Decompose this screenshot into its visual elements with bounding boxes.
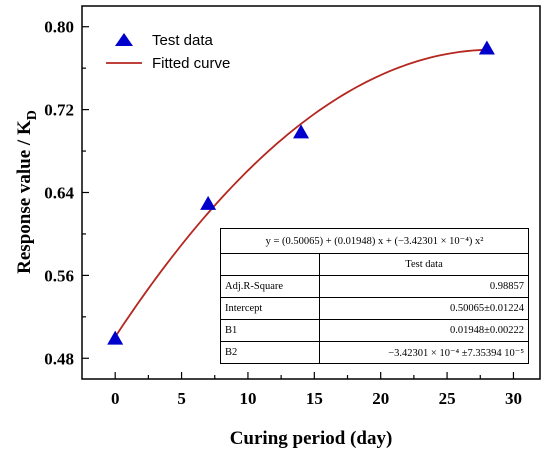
y-tick-label: 0.56 (44, 266, 74, 285)
fit-table-row: B2 −3.42301 × 10⁻⁴ ±7.35394 10⁻⁵ (220, 341, 529, 364)
fit-row-label: B1 (220, 319, 320, 342)
y-axis-title-main: Response value / K (14, 120, 35, 274)
y-axis-title-subscript: D (25, 110, 40, 120)
fitted-curve-line (114, 48, 487, 338)
fit-row-value: 0.98857 (319, 275, 529, 298)
y-tick-label: 0.80 (44, 18, 74, 37)
y-tick-label: 0.48 (44, 349, 74, 368)
fit-row-value: 0.01948±0.00222 (319, 319, 529, 342)
x-tick-label: 10 (239, 389, 256, 408)
data-point-marker (200, 195, 217, 210)
x-tick-label: 20 (372, 389, 389, 408)
data-point-marker (478, 40, 495, 55)
x-axis-title: Curing period (day) (230, 428, 393, 449)
y-tick-label: 0.64 (44, 184, 74, 203)
fit-table-row: Adj.R-Square 0.98857 (220, 275, 529, 298)
fit-table-header-row: Test data (220, 253, 529, 276)
x-tick-label: 25 (439, 389, 456, 408)
fit-table-row: B1 0.01948±0.00222 (220, 319, 529, 342)
fit-table-equation-row: y = (0.50065) + (0.01948) x + (−3.42301 … (220, 228, 529, 254)
y-tick-label: 0.72 (44, 101, 74, 120)
legend: Test data Fitted curve (106, 32, 230, 72)
data-point-marker (107, 330, 124, 345)
x-tick-label: 0 (111, 389, 120, 408)
data-point-marker (293, 124, 310, 139)
fit-row-label: Adj.R-Square (220, 275, 320, 298)
legend-label-test-data: Test data (152, 32, 214, 49)
x-tick-label: 15 (306, 389, 323, 408)
tick-labels: 0 5 10 15 20 25 30 0.48 0.56 0.64 0.72 0.80 (44, 18, 522, 408)
fit-row-value: 0.50065±0.01224 (319, 297, 529, 320)
fit-row-value: −3.42301 × 10⁻⁴ ±7.35394 10⁻⁵ (319, 341, 529, 364)
fit-row-label: Intercept (220, 297, 320, 320)
fit-table-header: Test data (319, 253, 529, 276)
legend-triangle-marker (115, 33, 133, 46)
x-tick-label: 30 (505, 389, 522, 408)
fit-equation: y = (0.50065) + (0.01948) x + (−3.42301 … (220, 228, 529, 254)
x-tick-label: 5 (177, 389, 186, 408)
legend-label-fitted-curve: Fitted curve (152, 55, 230, 72)
fit-row-label: B2 (220, 341, 320, 364)
y-axis-title: Response value / KD (14, 110, 40, 274)
fit-results-table: y = (0.50065) + (0.01948) x + (−3.42301 … (220, 228, 529, 364)
axis-ticks (82, 26, 515, 379)
test-data-markers (107, 40, 495, 345)
fit-table-corner (220, 253, 320, 276)
fit-table-row: Intercept 0.50065±0.01224 (220, 297, 529, 320)
